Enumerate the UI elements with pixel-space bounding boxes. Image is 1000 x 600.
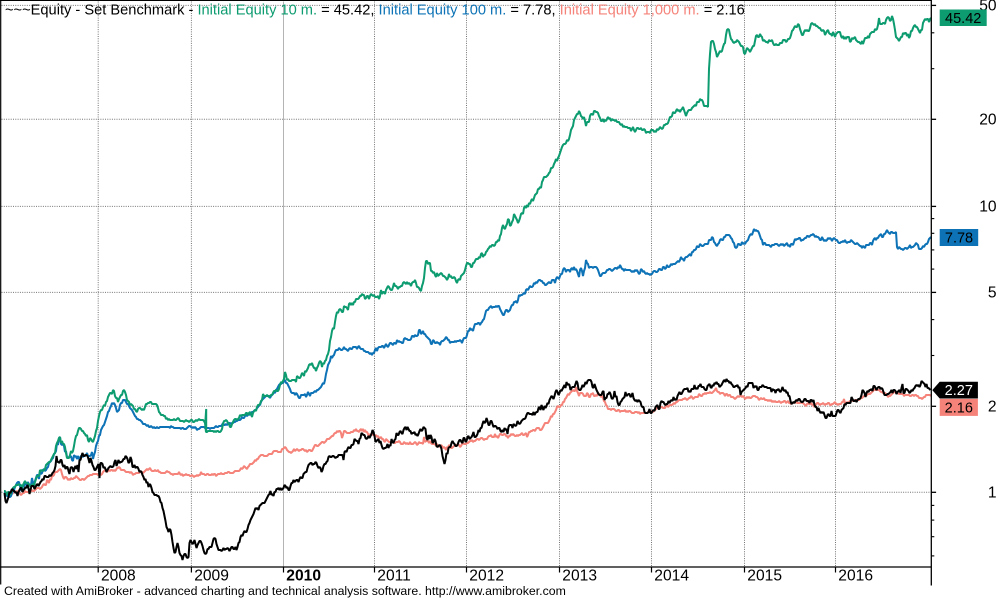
svg-text:5: 5: [988, 285, 997, 302]
svg-text:2013: 2013: [562, 568, 597, 585]
svg-text:2: 2: [988, 399, 997, 416]
svg-text:Created with AmiBroker - advan: Created with AmiBroker - advanced charti…: [4, 584, 566, 598]
svg-text:2008: 2008: [101, 568, 136, 585]
svg-text:2016: 2016: [838, 568, 873, 585]
svg-text:~~~Equity - Set Benchmark - In: ~~~Equity - Set Benchmark - Initial Equi…: [5, 2, 745, 18]
svg-text:2.27: 2.27: [945, 383, 973, 399]
svg-text:2012: 2012: [469, 568, 504, 585]
svg-text:10: 10: [979, 199, 997, 216]
svg-text:20: 20: [979, 112, 997, 129]
svg-text:2009: 2009: [194, 568, 229, 585]
svg-text:45.42: 45.42: [945, 11, 981, 27]
svg-text:2.16: 2.16: [945, 400, 973, 416]
svg-text:2011: 2011: [377, 568, 411, 585]
svg-text:7.78: 7.78: [945, 231, 973, 247]
svg-text:1: 1: [988, 485, 997, 502]
svg-text:2015: 2015: [747, 568, 782, 585]
svg-text:2014: 2014: [654, 568, 689, 585]
svg-text:2010: 2010: [286, 568, 321, 585]
